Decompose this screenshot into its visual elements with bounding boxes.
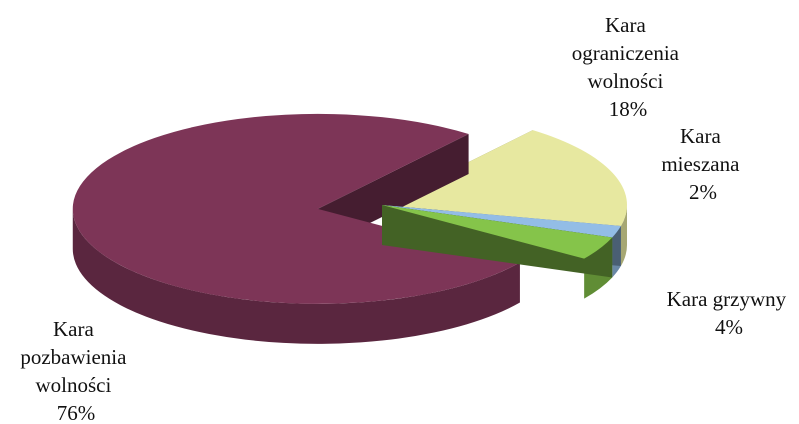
label-mieszana: Kara mieszana 2% — [661, 124, 744, 204]
slice-rim-ograniczenia — [620, 205, 627, 267]
slice-side-grzywny — [382, 205, 613, 278]
slice-pozbawienia — [72, 113, 520, 344]
slice-top-ograniczenia — [382, 130, 627, 227]
pie-slices — [72, 113, 627, 344]
label-pozbawienia: Kara pozbawienia wolności 76% — [20, 317, 131, 424]
slice-top-pozbawienia — [72, 113, 520, 304]
slice-top-grzywny — [382, 205, 613, 259]
slice-rim-pozbawienia — [72, 208, 520, 344]
label-ograniczenia: Kara ograniczenia wolności 18% — [572, 13, 685, 121]
label-grzywny: Kara grzywny 4% — [667, 287, 792, 339]
slice-grzywny — [382, 205, 613, 299]
slice-top-mieszana — [382, 205, 621, 238]
